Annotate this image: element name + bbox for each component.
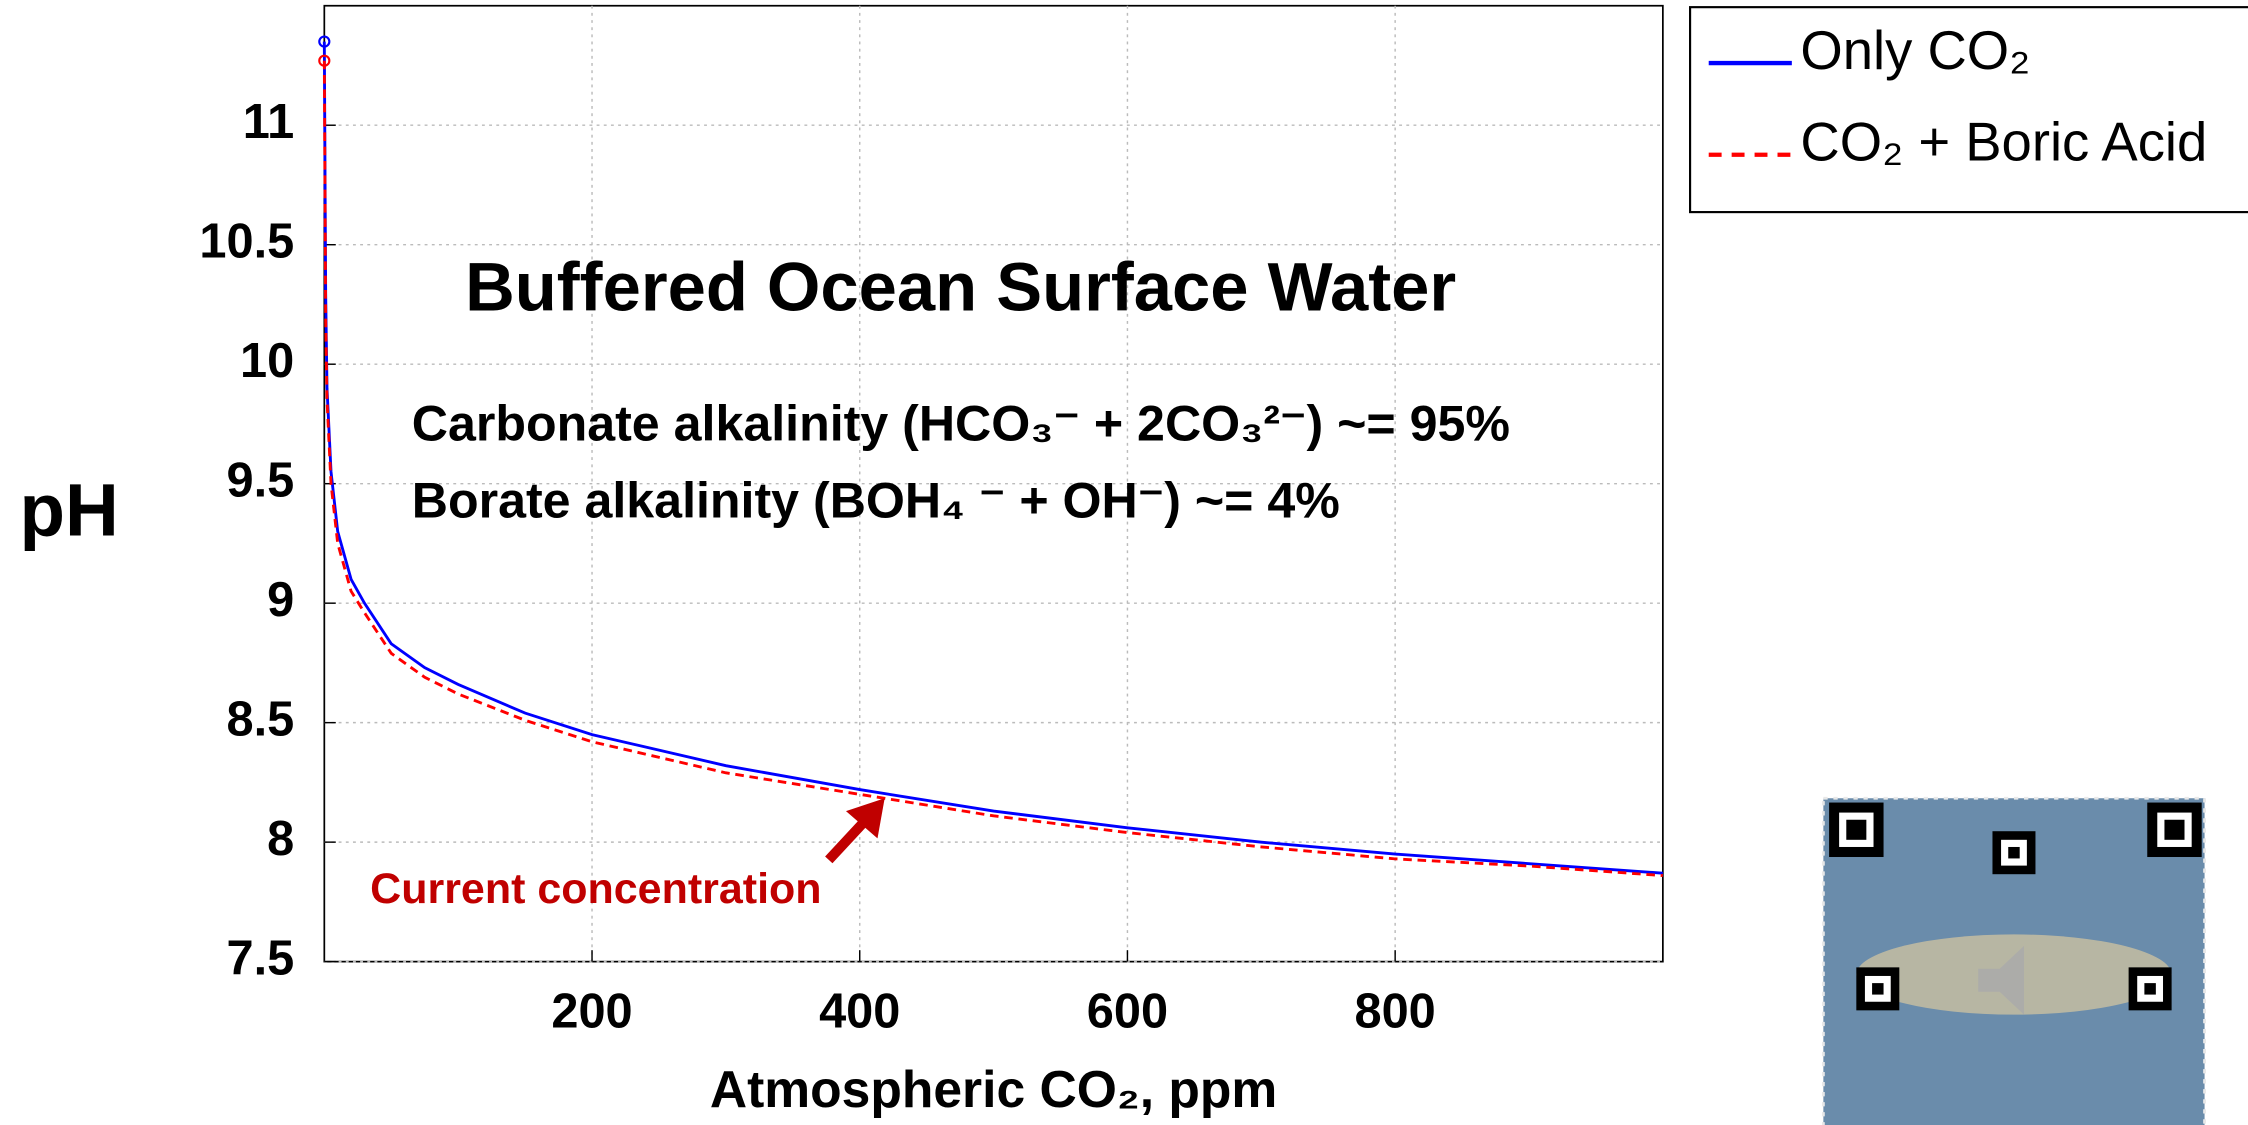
- y-tick-label: 10.5: [199, 215, 294, 269]
- y-tick-label: 9.5: [226, 454, 294, 508]
- series-line: [322, 60, 1663, 878]
- grid: [324, 5, 1663, 963]
- annotation: Current concentration: [370, 865, 821, 913]
- legend: Only CO₂ CO₂ + Boric Acid: [1689, 6, 2248, 214]
- legend-label: CO₂ + Boric Acid: [1800, 112, 2207, 173]
- annotation: Carbonate alkalinity (HCO₃⁻ + 2CO₃²⁻) ~=…: [412, 395, 1510, 451]
- y-tick-label: 10: [240, 334, 294, 388]
- y-tick-label: 11: [243, 95, 295, 149]
- arrow: [825, 798, 885, 864]
- y-tick-label: 7.5: [226, 931, 294, 985]
- x-tick-label: 400: [819, 985, 900, 1039]
- qr-code: [1821, 796, 2207, 1125]
- start-marker: [318, 54, 331, 67]
- chart-title: Buffered Ocean Surface Water: [465, 249, 1456, 326]
- y-tick-label: 8: [267, 812, 294, 866]
- x-tick-label: 600: [1087, 985, 1168, 1039]
- legend-label: Only CO₂: [1800, 20, 2030, 81]
- x-axis-label: Atmospheric CO₂, ppm: [710, 1060, 1277, 1118]
- annotation: Borate alkalinity (BOH₄ ⁻ + OH⁻) ~= 4%: [412, 473, 1340, 529]
- start-marker: [318, 35, 331, 48]
- y-tick-label: 8.5: [226, 693, 294, 747]
- x-tick-label: 200: [551, 985, 632, 1039]
- x-tick-label: 800: [1354, 985, 1435, 1039]
- y-tick-label: 9: [267, 573, 294, 627]
- y-axis-label: pH: [20, 469, 119, 552]
- lines: [318, 35, 1663, 878]
